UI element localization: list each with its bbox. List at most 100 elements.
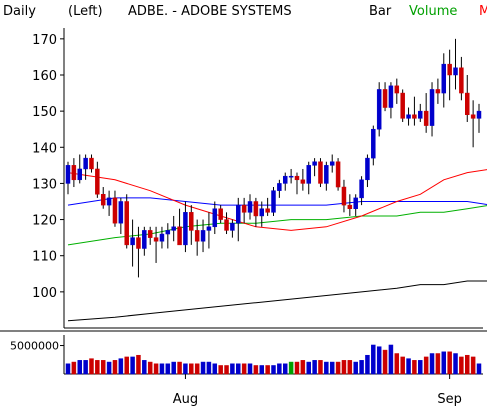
candle-body (241, 204, 247, 213)
candle-body (194, 230, 200, 242)
ma-long-line (67, 205, 487, 246)
volume-bar (277, 363, 282, 375)
candle (418, 103, 423, 122)
candle-body (77, 168, 82, 181)
candle-body (423, 110, 429, 126)
y-tick-label: 120 (32, 214, 57, 229)
candle-body (83, 157, 88, 170)
y-tick-label: 100 (32, 286, 57, 301)
candle (476, 103, 482, 133)
candle-body (476, 110, 482, 119)
candle-body (265, 208, 270, 213)
candle (236, 197, 241, 242)
candle (124, 194, 129, 249)
volume-bar (394, 353, 400, 375)
candle-body (124, 201, 129, 246)
candle-body (465, 92, 470, 115)
volume-bar (265, 365, 270, 375)
candle (435, 78, 441, 104)
candle-body (429, 89, 435, 126)
volume-bar (106, 361, 112, 375)
candle-body (177, 226, 182, 246)
candle-body (130, 237, 135, 246)
volume-bar (418, 360, 423, 375)
candle (465, 74, 470, 122)
candle (394, 78, 400, 104)
volume-bar (212, 363, 218, 375)
candle-body (171, 226, 176, 231)
candle (265, 197, 270, 216)
candle-body (206, 226, 212, 231)
volume-bar (124, 356, 129, 375)
volume-bar (347, 360, 353, 375)
volume-bar (453, 353, 458, 375)
volume-bar (147, 361, 153, 375)
candle (247, 194, 253, 220)
candle (136, 226, 141, 278)
candle-body (118, 201, 124, 224)
candle (241, 197, 247, 224)
candle-body (412, 114, 417, 119)
candle-body (282, 175, 288, 184)
volume-bar (335, 361, 341, 375)
volume-tick-label: 5000000 (10, 340, 59, 353)
period-label: Daily (3, 4, 36, 19)
candle (189, 205, 194, 245)
candle-body (89, 157, 94, 170)
volume-bar (288, 361, 294, 375)
candle (142, 226, 147, 256)
candle (112, 190, 118, 227)
candle-body (142, 230, 147, 249)
volume-bar (130, 356, 135, 375)
volume-bar (376, 346, 382, 375)
candle (429, 82, 435, 137)
y-tick-label: 150 (32, 105, 57, 120)
candle-body (335, 161, 341, 188)
volume-bar (65, 363, 71, 375)
volume-bar (294, 361, 300, 375)
candle (218, 205, 223, 224)
chart-header: Daily (Left) ADBE. - ADOBE SYSTEMS Bar V… (3, 4, 487, 19)
candle-body (189, 212, 194, 231)
candle (71, 158, 77, 188)
volume-bar (429, 353, 435, 375)
candle (324, 161, 329, 191)
candle (183, 201, 188, 253)
volume-bar (230, 363, 235, 375)
candle (212, 201, 218, 235)
candle-body (418, 110, 423, 119)
candle (83, 154, 88, 180)
volume-bar (318, 360, 323, 375)
candle (106, 190, 112, 216)
volume-bar (329, 361, 335, 375)
candle (159, 226, 165, 249)
volume-bar (241, 363, 247, 375)
candle-body (277, 183, 282, 191)
candle-body (218, 208, 223, 220)
volume-bar (218, 365, 223, 375)
candle-body (230, 222, 235, 231)
candle (441, 53, 447, 108)
volume-bar (382, 349, 388, 375)
candle-body (136, 237, 141, 249)
y-tick-label: 140 (32, 141, 57, 156)
candle-body (312, 161, 317, 166)
candle (335, 158, 341, 191)
candle (253, 197, 259, 227)
volume-bar (388, 344, 394, 375)
candle-body (394, 85, 400, 94)
candle (200, 219, 206, 253)
volume-bar (465, 354, 470, 375)
candle-body (236, 204, 241, 224)
candle (147, 226, 153, 245)
volume-bar (470, 356, 476, 375)
axis-side-label: (Left) (68, 4, 103, 19)
price-panel: 100 110 120 130 140 150 160 170 (32, 28, 487, 329)
ticker-title: ADBE. - ADOBE SYSTEMS (128, 4, 292, 19)
candle (171, 215, 176, 242)
volume-bar (77, 360, 82, 375)
candle (382, 82, 388, 112)
candle (312, 158, 317, 177)
x-tick-label: Aug (173, 392, 198, 406)
